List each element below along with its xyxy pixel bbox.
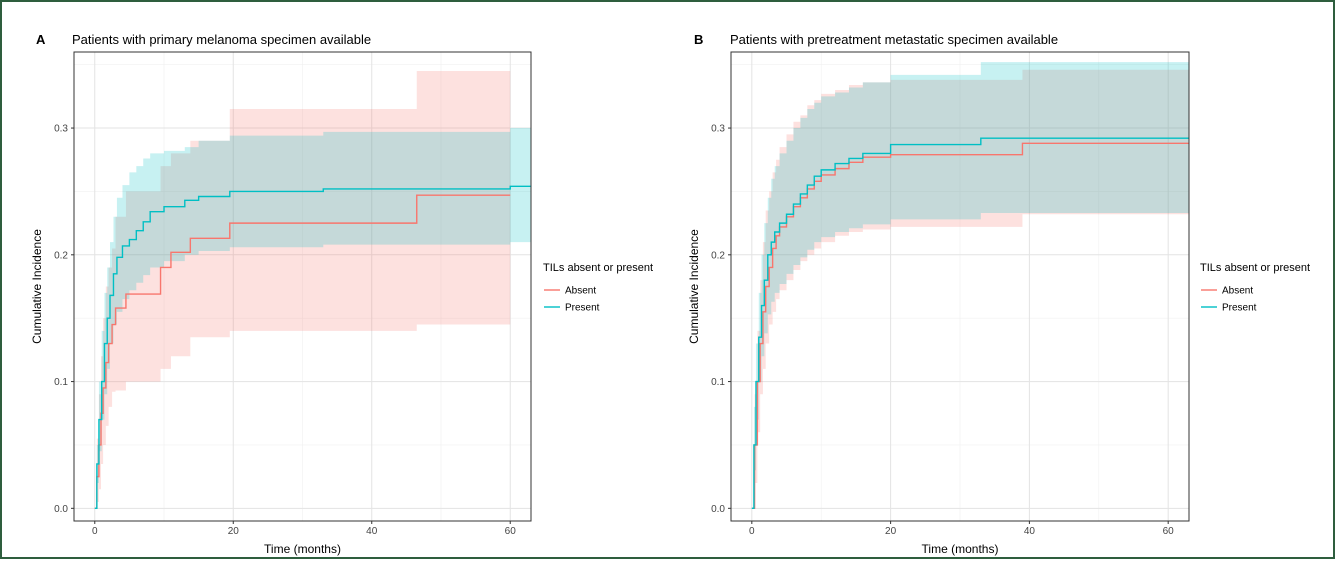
x-axis-label: Time (months) xyxy=(922,542,999,556)
y-axis-label: Cumulative Incidence xyxy=(687,229,701,344)
y-tick-label: 0.0 xyxy=(54,504,68,515)
chart-panel-b: B Patients with pretreatment metastatic s… xyxy=(687,32,1310,556)
panel-title: Patients with primary melanoma specimen … xyxy=(72,32,371,47)
legend-label-absent: Absent xyxy=(1222,286,1253,297)
legend-title: TILs absent or present xyxy=(1200,262,1310,274)
plot-border xyxy=(730,51,1190,522)
x-tick-label: 20 xyxy=(885,526,897,537)
y-tick-label: 0.1 xyxy=(711,377,725,388)
y-tick-label: 0.2 xyxy=(54,250,68,261)
x-tick-label: 60 xyxy=(1163,526,1175,537)
panel-title: Patients with pretreatment metastatic sp… xyxy=(730,32,1058,47)
series-line-absent xyxy=(751,142,1189,510)
ci-band-absent xyxy=(94,71,511,509)
y-tick-label: 0.0 xyxy=(711,504,725,515)
y-tick-label: 0.3 xyxy=(711,124,725,135)
y-axis-label: Cumulative Incidence xyxy=(30,229,44,344)
ci-band-absent xyxy=(751,69,1189,509)
y-tick-label: 0.2 xyxy=(711,250,725,261)
series-line-absent xyxy=(94,194,511,510)
legend-label-present: Present xyxy=(1222,303,1257,314)
x-tick-label: 0 xyxy=(92,526,98,537)
x-tick-label: 0 xyxy=(749,526,755,537)
legend-label-present: Present xyxy=(565,303,600,314)
x-tick-label: 40 xyxy=(1024,526,1036,537)
x-tick-label: 40 xyxy=(366,526,378,537)
x-tick-label: 60 xyxy=(505,526,517,537)
ci-band-present xyxy=(94,128,531,509)
series-line-present xyxy=(751,137,1189,510)
plot-border xyxy=(73,51,532,522)
series-line-present xyxy=(94,185,531,510)
panel-letter: B xyxy=(694,32,703,47)
ci-band-present xyxy=(751,62,1189,509)
chart-panel-a: A Patients with primary melanoma specimen… xyxy=(30,32,653,556)
y-tick-label: 0.1 xyxy=(54,377,68,388)
legend: TILs absent or present Absent Present xyxy=(543,262,653,314)
x-tick-label: 20 xyxy=(228,526,240,537)
y-tick-label: 0.3 xyxy=(54,124,68,135)
panel-letter: A xyxy=(36,32,46,47)
legend: TILs absent or present Absent Present xyxy=(1200,262,1310,314)
legend-title: TILs absent or present xyxy=(543,262,653,274)
legend-label-absent: Absent xyxy=(565,286,596,297)
x-axis-label: Time (months) xyxy=(264,542,341,556)
